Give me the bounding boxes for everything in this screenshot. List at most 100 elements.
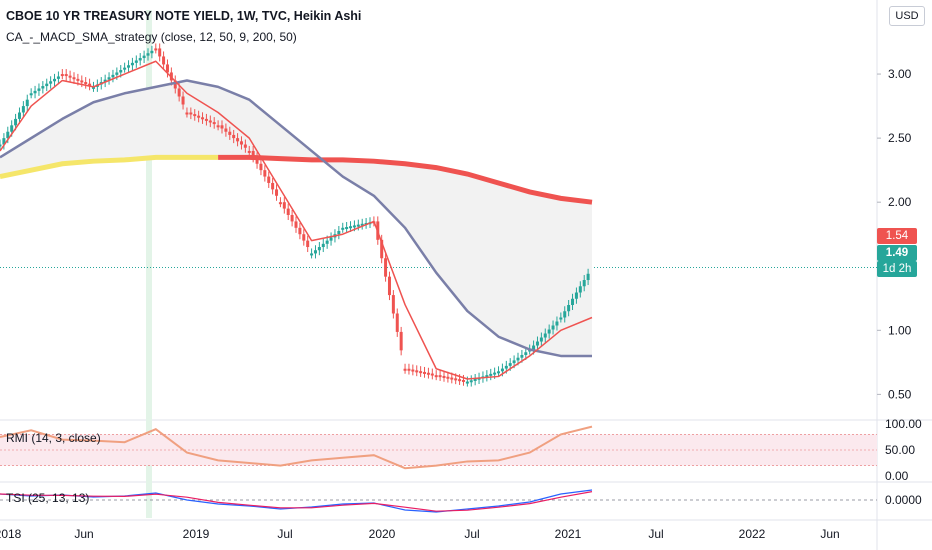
candle-body bbox=[294, 221, 298, 228]
candle-body bbox=[380, 239, 384, 259]
candle-body bbox=[10, 125, 14, 132]
candle-body bbox=[158, 48, 162, 57]
candle-body bbox=[473, 379, 477, 381]
candle-body bbox=[41, 86, 45, 89]
candle-body bbox=[559, 317, 563, 320]
candle-body bbox=[399, 331, 403, 351]
candle-body bbox=[185, 112, 189, 115]
candle-body bbox=[6, 131, 10, 139]
candle-body bbox=[173, 80, 177, 89]
highlight-band bbox=[146, 10, 152, 518]
candle-body bbox=[461, 379, 465, 382]
candle-body bbox=[103, 79, 107, 83]
candle-body bbox=[189, 112, 193, 115]
candle-body bbox=[197, 115, 201, 118]
candle-body bbox=[317, 247, 321, 251]
y-tick-label: 2.00 bbox=[888, 195, 912, 209]
rmi-tick-label: 100.00 bbox=[885, 417, 922, 431]
rmi-band bbox=[0, 434, 877, 466]
candle-body bbox=[321, 243, 325, 248]
candle-body bbox=[25, 99, 29, 107]
ma-fill-area bbox=[0, 80, 592, 356]
candle-body bbox=[578, 286, 582, 293]
candle-body bbox=[259, 163, 263, 171]
candle-body bbox=[341, 227, 345, 230]
candle-body bbox=[426, 372, 430, 375]
candle-body bbox=[403, 368, 407, 371]
candle-body bbox=[532, 345, 536, 350]
candle-body bbox=[243, 144, 247, 148]
candle-body bbox=[512, 360, 516, 364]
candle-body bbox=[165, 64, 169, 73]
candle-body bbox=[204, 118, 208, 121]
x-tick-label: 2021 bbox=[555, 527, 582, 541]
y-tick-label: 0.50 bbox=[888, 387, 912, 401]
candle-body bbox=[493, 372, 497, 375]
candle-body bbox=[298, 227, 302, 235]
candle-body bbox=[212, 122, 216, 125]
candle-body bbox=[485, 375, 489, 378]
candle-body bbox=[267, 176, 271, 183]
candle-body bbox=[239, 141, 243, 145]
strategy-label: CA_-_MACD_SMA_strategy (close, 12, 50, 9… bbox=[6, 30, 297, 44]
sma50-line bbox=[0, 79, 592, 358]
candle-body bbox=[2, 138, 6, 145]
tsi-label: TSI (25, 13, 13) bbox=[6, 491, 90, 505]
candle-body bbox=[251, 150, 255, 158]
candle-body bbox=[278, 202, 282, 205]
candle-body bbox=[524, 352, 528, 355]
candle-body bbox=[76, 78, 80, 81]
candle-body bbox=[329, 237, 333, 241]
candle-body bbox=[21, 106, 25, 113]
x-tick-label: Jun bbox=[820, 527, 839, 541]
x-tick-label: Jul bbox=[648, 527, 663, 541]
rmi-line bbox=[0, 425, 593, 470]
y-tick-label: 2.50 bbox=[888, 131, 912, 145]
candle-body bbox=[508, 363, 512, 366]
candle-body bbox=[450, 377, 454, 380]
candle-body bbox=[430, 373, 434, 376]
candle-body bbox=[130, 62, 134, 66]
candle-body bbox=[391, 295, 395, 314]
candle-body bbox=[582, 280, 586, 287]
close-price-tag: 1.49 bbox=[877, 245, 917, 261]
candle-body bbox=[111, 74, 115, 78]
candle-body bbox=[446, 376, 450, 379]
candle-body bbox=[349, 226, 353, 229]
rmi-tick-label: 0.00 bbox=[885, 469, 909, 483]
tsi-signal-line bbox=[0, 491, 593, 512]
candle-body bbox=[454, 378, 458, 381]
candle-body bbox=[352, 225, 356, 228]
currency-button[interactable]: USD bbox=[889, 6, 925, 26]
candle-body bbox=[64, 74, 68, 77]
candle-body bbox=[407, 368, 411, 371]
x-tick-label: 2019 bbox=[183, 527, 210, 541]
last-price-tag: 1.54 bbox=[877, 228, 917, 244]
candle-body bbox=[224, 128, 228, 132]
sma200-line bbox=[218, 154, 593, 205]
candle-body bbox=[275, 189, 279, 196]
candle-body bbox=[193, 114, 197, 117]
candle-body bbox=[395, 313, 399, 332]
candle-body bbox=[434, 375, 438, 378]
candle-body bbox=[551, 325, 555, 330]
candle-body bbox=[45, 83, 49, 87]
candle-body bbox=[0, 144, 2, 147]
candle-body bbox=[228, 131, 232, 135]
x-tick-label: Jul bbox=[464, 527, 479, 541]
candle-body bbox=[555, 321, 559, 326]
candle-body bbox=[201, 117, 205, 120]
candle-body bbox=[520, 354, 524, 358]
candle-body bbox=[286, 208, 290, 215]
candle-body bbox=[543, 333, 547, 338]
candle-body bbox=[84, 82, 88, 85]
candle-body bbox=[586, 273, 590, 281]
candle-body bbox=[91, 86, 95, 89]
x-tick-label: 2022 bbox=[739, 527, 766, 541]
candle-body bbox=[119, 70, 123, 73]
candle-body bbox=[127, 65, 131, 68]
candle-body bbox=[310, 253, 314, 256]
candle-body bbox=[306, 240, 310, 248]
candle-body bbox=[154, 48, 158, 51]
